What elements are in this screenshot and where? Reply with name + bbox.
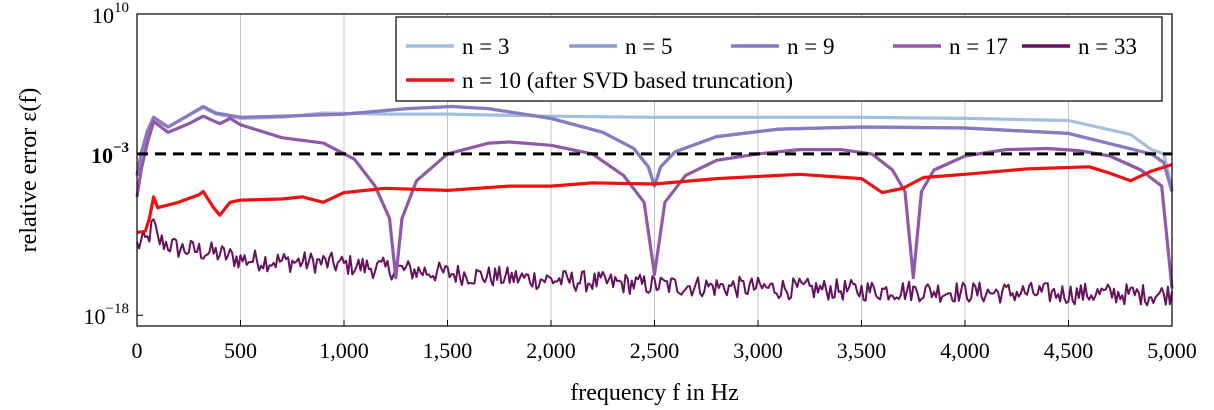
y-axis-title: relative error ε(f) bbox=[16, 88, 42, 253]
x-tick-label: 3,500 bbox=[837, 338, 887, 363]
x-tick-label: 1,500 bbox=[423, 338, 473, 363]
x-tick-label: 3,000 bbox=[733, 338, 783, 363]
y-tick-exponent: −18 bbox=[106, 301, 129, 317]
y-tick-label: 1010 bbox=[92, 0, 129, 28]
x-tick-label: 4,000 bbox=[940, 338, 990, 363]
y-tick-label: 10−18 bbox=[84, 301, 129, 329]
legend: n = 3 n = 5 n = 9 n = 17 n = 33 n = 10 (after… bbox=[396, 17, 1162, 101]
y-tick-base: 10 bbox=[92, 3, 114, 28]
x-axis-title: frequency f in Hz bbox=[570, 380, 739, 406]
legend-label: n = 5 bbox=[625, 34, 672, 59]
x-tick-label: 2,500 bbox=[630, 338, 680, 363]
y-tick-base: 10 bbox=[84, 304, 106, 329]
legend-label: n = 17 bbox=[949, 34, 1008, 59]
y-tick-label: 10−3 bbox=[91, 140, 129, 168]
legend-label: n = 10 (after SVD based truncation) bbox=[462, 68, 793, 93]
x-tick-label: 5,000 bbox=[1147, 338, 1197, 363]
y-tick-exponent: 10 bbox=[114, 0, 129, 16]
x-tick-label: 500 bbox=[224, 338, 257, 363]
legend-label: n = 3 bbox=[462, 34, 509, 59]
x-tick-label: 2,000 bbox=[526, 338, 576, 363]
y-tick-base: 10 bbox=[91, 143, 113, 168]
x-tick-label: 4,500 bbox=[1044, 338, 1094, 363]
legend-label: n = 9 bbox=[787, 34, 834, 59]
x-tick-label: 0 bbox=[132, 338, 143, 363]
y-tick-exponent: −3 bbox=[113, 140, 129, 156]
legend-label: n = 33 bbox=[1078, 34, 1137, 59]
x-tick-label: 1,000 bbox=[319, 338, 369, 363]
